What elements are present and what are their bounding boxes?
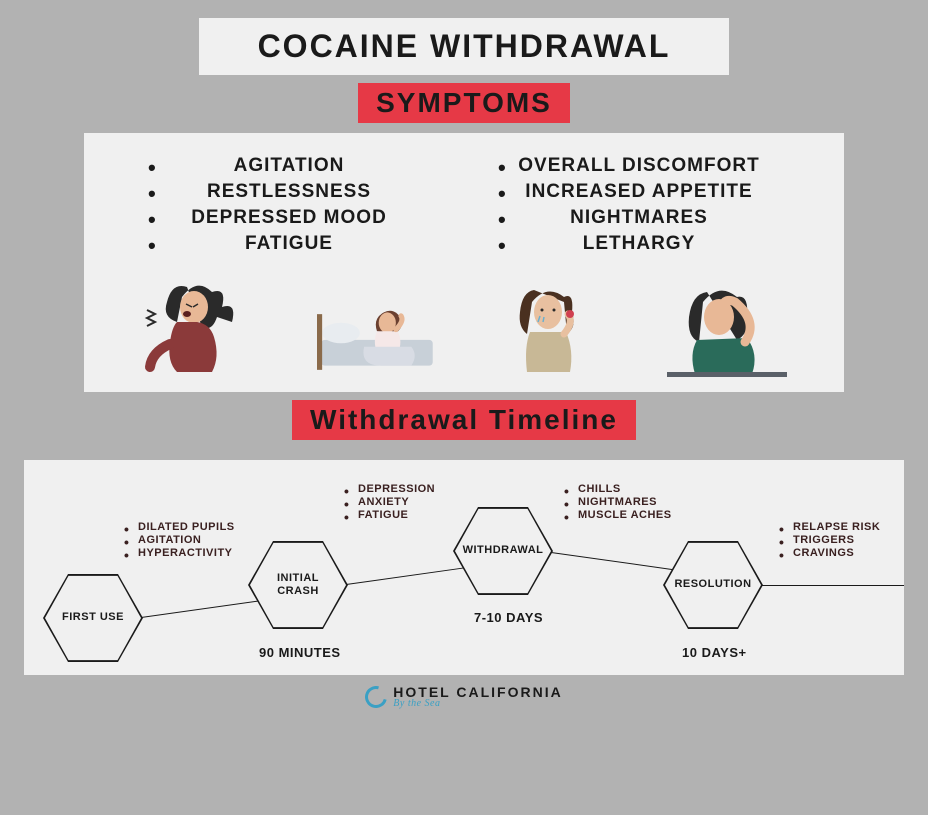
symptom-item: NIGHTMARES: [478, 207, 800, 229]
timeline-hex: FIRST USE: [44, 575, 142, 661]
stage-bullet-item: ANXIETY: [344, 496, 435, 508]
stage-bullets: CHILLSNIGHTMARESMUSCLE ACHES: [564, 482, 672, 522]
symptoms-label: SYMPTOMS: [358, 83, 570, 123]
stage-bullet-item: CHILLS: [564, 483, 672, 495]
illustration-row: [114, 267, 814, 382]
stage-bullets: DILATED PUPILSAGITATIONHYPERACTIVITY: [124, 520, 235, 560]
symptom-item: OVERALL DISCOMFORT: [478, 155, 800, 177]
symptom-columns: AGITATION RESTLESSNESS DEPRESSED MOOD FA…: [114, 151, 814, 259]
stage-bullet-item: DEPRESSION: [344, 483, 435, 495]
page-title: COCAINE WITHDRAWAL: [219, 28, 709, 65]
symptoms-panel: AGITATION RESTLESSNESS DEPRESSED MOOD FA…: [84, 133, 844, 392]
hex-label: INITIAL CRASH: [249, 572, 347, 598]
logo-c-icon: [361, 682, 391, 712]
hex-label: FIRST USE: [56, 611, 130, 624]
symptom-col-right: OVERALL DISCOMFORT INCREASED APPETITE NI…: [478, 151, 800, 259]
stage-time-label: 7-10 DAYS: [474, 610, 543, 625]
logo-text: HOTEL CALIFORNIA By the Sea: [393, 685, 562, 709]
bed-headache-icon: [317, 272, 437, 382]
brand-logo: HOTEL CALIFORNIA By the Sea: [365, 685, 562, 709]
brand-tagline: By the Sea: [393, 699, 562, 709]
crying-woman-icon: [492, 272, 612, 382]
hex-label: RESOLUTION: [668, 578, 757, 591]
head-in-hand-icon: [667, 272, 787, 382]
stage-bullet-item: HYPERACTIVITY: [124, 547, 235, 559]
stage-bullet-item: NIGHTMARES: [564, 496, 672, 508]
brand-name: HOTEL CALIFORNIA: [393, 685, 562, 699]
stage-bullet-item: DILATED PUPILS: [124, 521, 235, 533]
timeline-hex: RESOLUTION: [664, 542, 762, 628]
symptoms-label-wrap: SYMPTOMS: [18, 75, 910, 133]
symptom-item: LETHARGY: [478, 233, 800, 255]
symptom-item: DEPRESSED MOOD: [128, 207, 450, 229]
timeline-panel: FIRST USE DILATED PUPILSAGITATIONHYPERACT…: [24, 460, 904, 675]
stage-bullets: RELAPSE RISKTRIGGERSCRAVINGS: [779, 520, 880, 560]
footer: HOTEL CALIFORNIA By the Sea: [18, 685, 910, 713]
timeline-connector: [544, 551, 673, 570]
stage-time-label: 90 MINUTES: [259, 645, 341, 660]
timeline-hex: WITHDRAWAL: [454, 508, 552, 594]
title-box: COCAINE WITHDRAWAL: [199, 18, 729, 75]
timeline-label-wrap: Withdrawal Timeline: [18, 392, 910, 450]
stage-time-label: 10 DAYS+: [682, 645, 747, 660]
hex-label: WITHDRAWAL: [457, 544, 550, 557]
symptom-col-left: AGITATION RESTLESSNESS DEPRESSED MOOD FA…: [128, 151, 450, 259]
symptom-item: INCREASED APPETITE: [478, 181, 800, 203]
stage-bullet-item: MUSCLE ACHES: [564, 509, 672, 521]
symptom-item: FATIGUE: [128, 233, 450, 255]
timeline-hex: INITIAL CRASH: [249, 542, 347, 628]
symptom-item: RESTLESSNESS: [128, 181, 450, 203]
symptom-item: AGITATION: [128, 155, 450, 177]
stage-bullet-item: FATIGUE: [344, 509, 435, 521]
timeline-connector: [134, 601, 258, 619]
stage-bullet-item: RELAPSE RISK: [779, 521, 880, 533]
angry-woman-icon: [142, 272, 262, 382]
stage-bullet-item: TRIGGERS: [779, 534, 880, 546]
timeline-connector: [339, 567, 466, 586]
stage-bullet-item: CRAVINGS: [779, 547, 880, 559]
timeline-connector: [754, 585, 904, 586]
stage-bullet-item: AGITATION: [124, 534, 235, 546]
stage-bullets: DEPRESSIONANXIETYFATIGUE: [344, 482, 435, 522]
timeline-label: Withdrawal Timeline: [292, 400, 636, 440]
